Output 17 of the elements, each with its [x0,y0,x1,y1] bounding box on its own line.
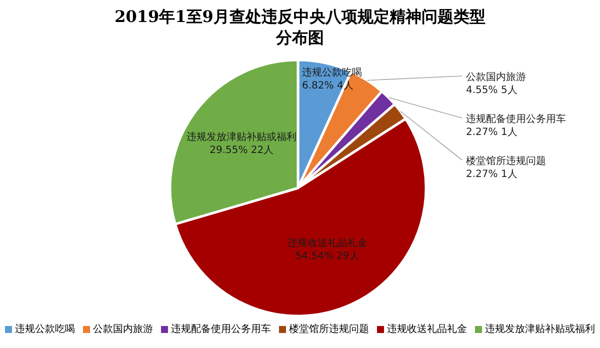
slice-label: 违规收送礼品礼金 [287,237,368,250]
legend-label: 公款国内旅游 [93,322,153,336]
legend-label: 违规配备使用公务用车 [171,322,271,336]
slice-label: 楼堂馆所违规问题 [466,155,546,167]
chart-title: 2019年1至9月查处违反中央八项规定精神问题类型分布图 [114,6,486,48]
data-label: 2.27% 1人 [466,169,518,180]
slice-label: 公款国内旅游 [466,71,526,83]
legend-label: 楼堂馆所违规问题 [289,322,369,336]
slice-label: 违规发放津贴补贴或福利 [186,130,297,143]
data-label: 2.27% 1人 [466,127,518,138]
slice-label: 违规配备使用公务用车 [466,113,566,125]
legend-label: 违规收送礼品礼金 [387,322,467,336]
legend-label: 违规发放津贴补贴或福利 [485,322,595,336]
data-label: 54.54% 29人 [295,251,360,262]
data-label: 4.55% 5人 [466,85,518,96]
legend-label: 违规公款吃喝 [15,322,75,336]
data-label: 29.55% 22人 [210,144,274,156]
